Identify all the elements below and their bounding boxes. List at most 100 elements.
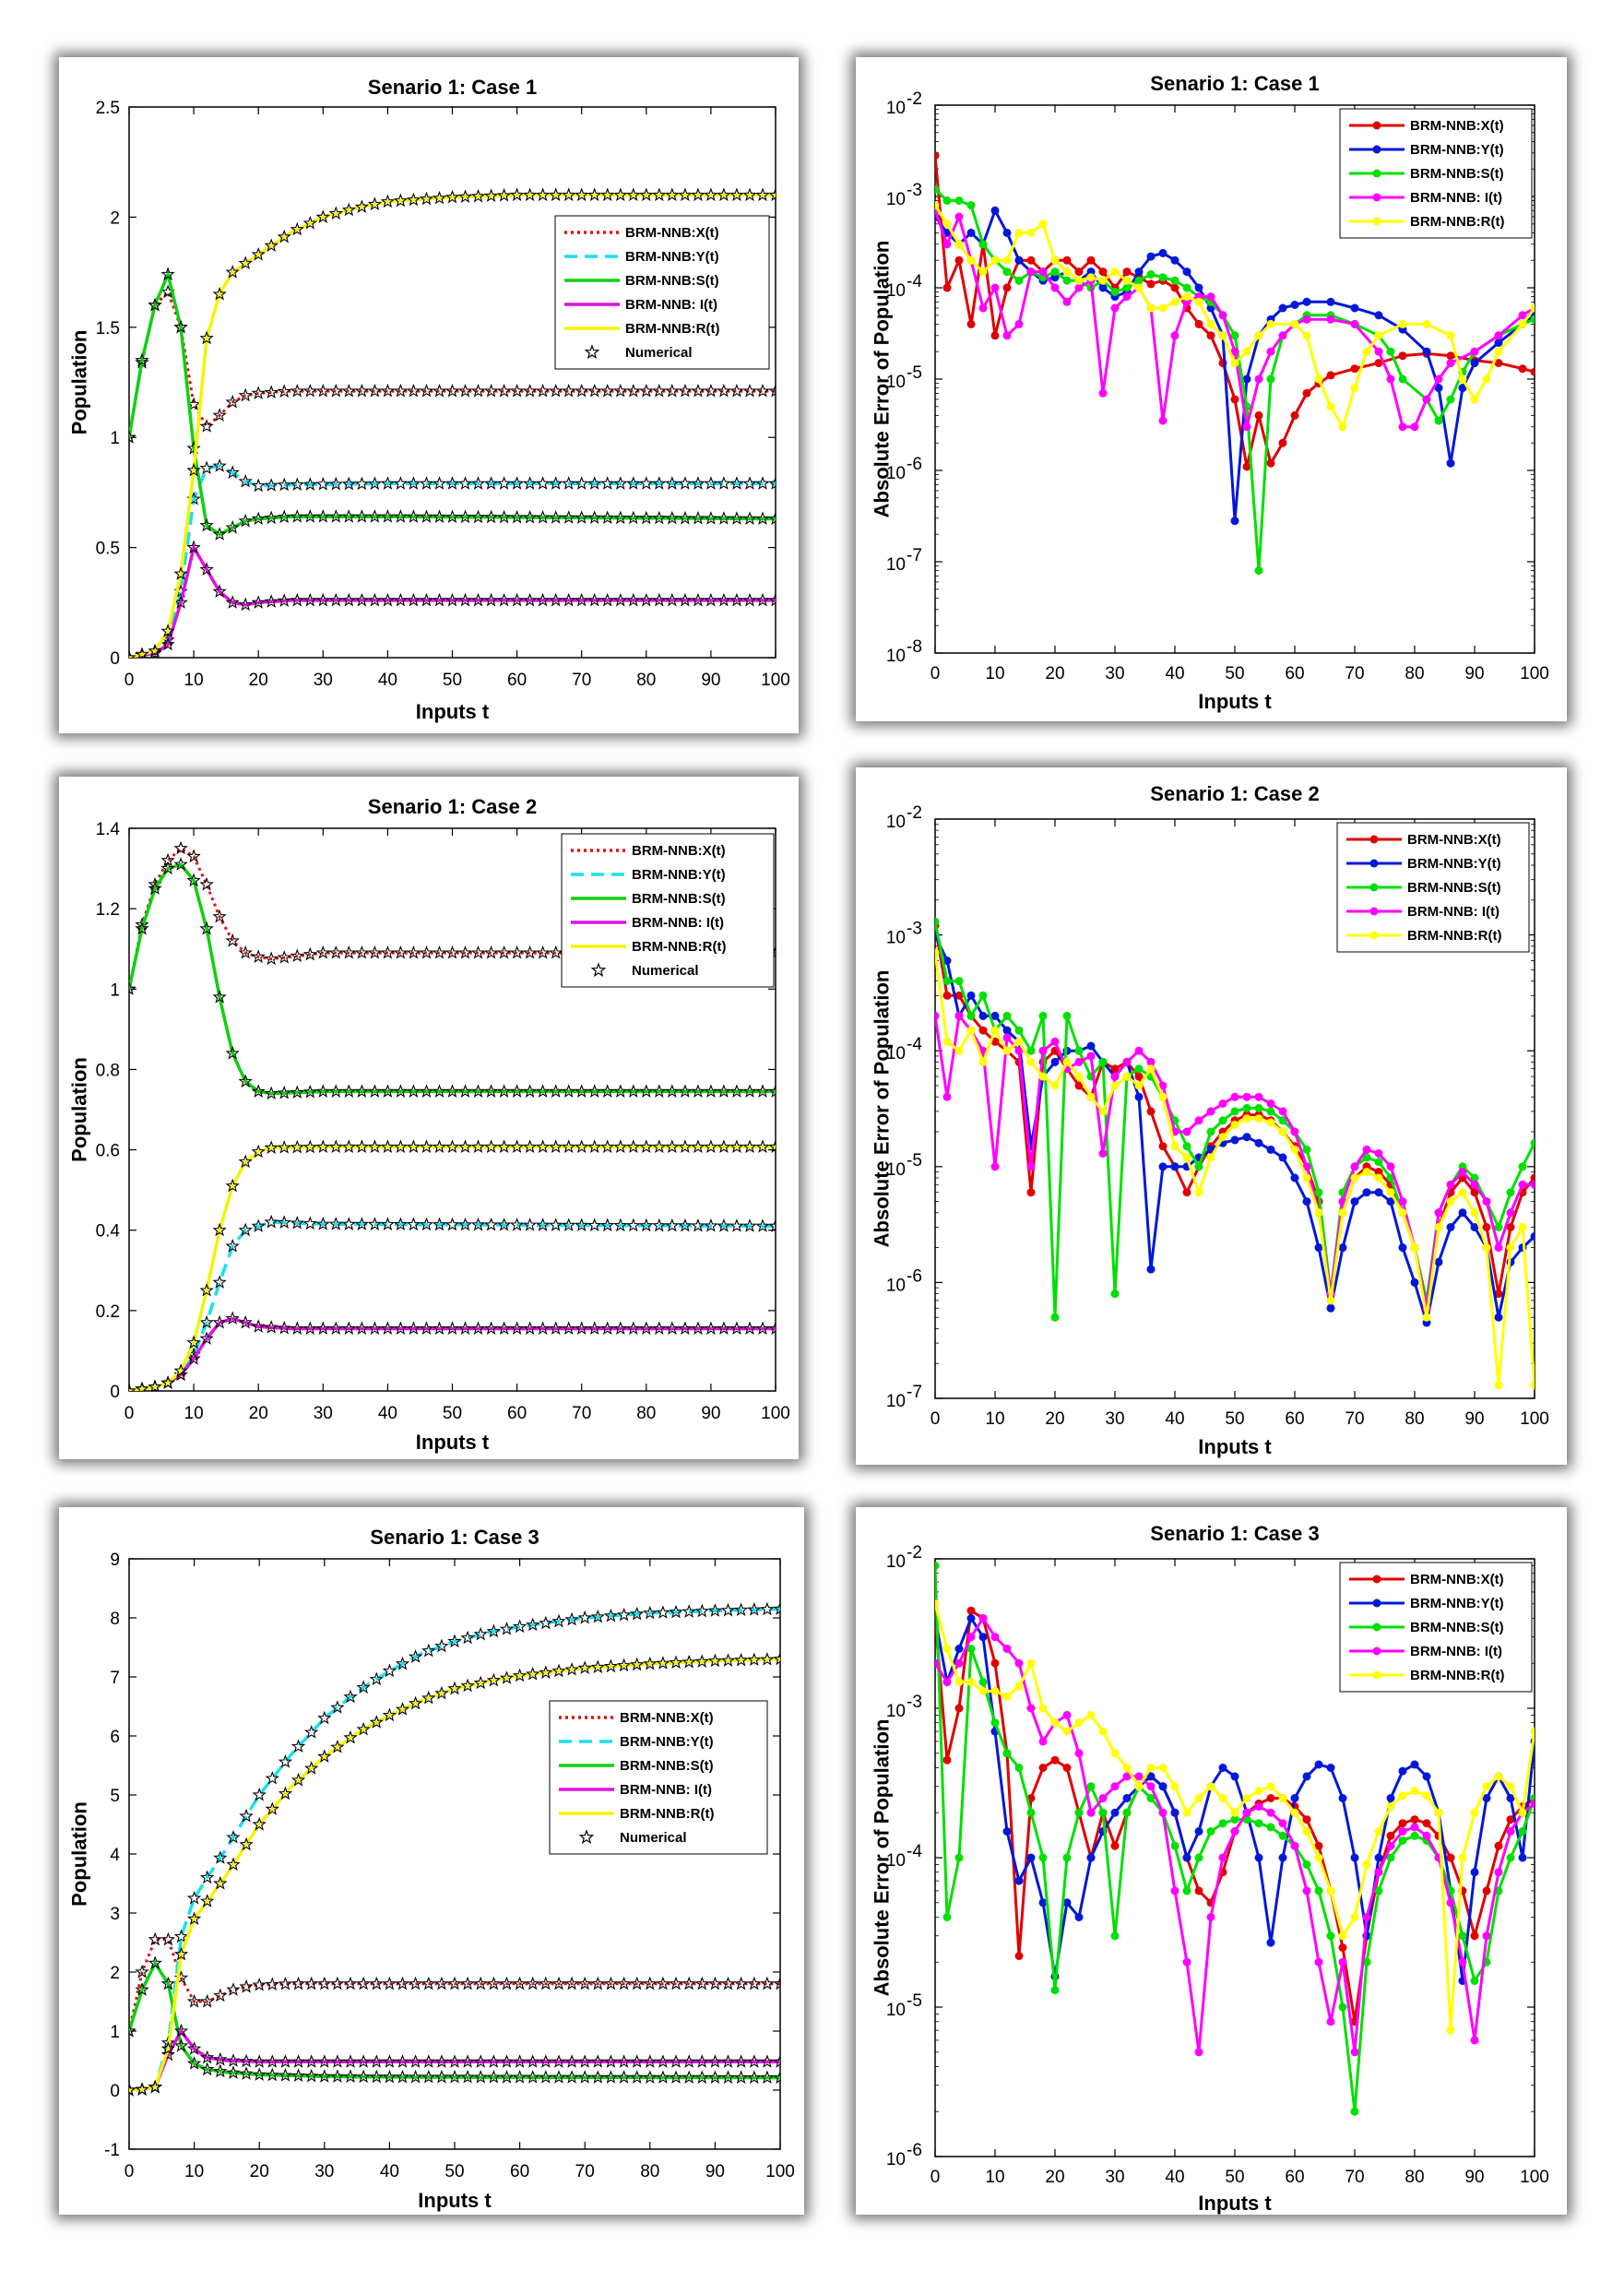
series-point-errr bbox=[966, 256, 976, 265]
series-line-y bbox=[129, 1220, 776, 1391]
numerical-marker-s bbox=[367, 1084, 383, 1098]
series-point-erry bbox=[942, 957, 952, 965]
y-tick-label: 1 bbox=[110, 2023, 120, 2042]
numerical-marker-r bbox=[432, 1139, 447, 1154]
numerical-marker-x bbox=[704, 384, 718, 398]
series-point-erri bbox=[1446, 359, 1455, 368]
numerical-marker-x bbox=[760, 1976, 775, 1991]
numerical-marker-y bbox=[290, 1739, 306, 1753]
numerical-marker-s bbox=[148, 881, 162, 895]
series-point-errr bbox=[1302, 1827, 1311, 1836]
series-point-errx bbox=[1338, 1943, 1347, 1952]
numerical-marker-r bbox=[669, 1655, 683, 1670]
legend-label: BRM-NNB:X(t) bbox=[1407, 832, 1501, 848]
series-point-erri bbox=[1470, 1180, 1479, 1189]
numerical-marker-i bbox=[483, 1321, 499, 1335]
numerical-marker-i bbox=[278, 2054, 293, 2068]
series-point-erry bbox=[1110, 1808, 1120, 1817]
numerical-marker-s bbox=[356, 2069, 371, 2084]
series-point-errr bbox=[1170, 1782, 1179, 1791]
series-point-errr bbox=[1518, 1223, 1527, 1231]
x-tick-label: 100 bbox=[761, 671, 790, 690]
numerical-marker-x bbox=[341, 384, 356, 398]
numerical-marker-r bbox=[251, 1144, 266, 1159]
series-point-erri bbox=[1074, 283, 1084, 292]
series-point-errs bbox=[1206, 1127, 1215, 1136]
series-point-erri bbox=[942, 1678, 952, 1686]
series-point-errr bbox=[1338, 422, 1347, 432]
numerical-marker-y bbox=[470, 1217, 486, 1231]
numerical-marker-r bbox=[747, 1652, 762, 1667]
numerical-marker-r bbox=[678, 1139, 693, 1154]
numerical-marker-y bbox=[509, 476, 525, 490]
series-line-i bbox=[129, 2027, 780, 2092]
numerical-marker-y bbox=[616, 1607, 632, 1622]
series-point-erry bbox=[1278, 1153, 1287, 1162]
numerical-marker-i bbox=[380, 592, 396, 607]
chart-title: Senario 1: Case 2 bbox=[368, 795, 537, 818]
series-point-errs bbox=[954, 977, 964, 986]
numerical-marker-y bbox=[483, 1217, 499, 1231]
y-tick-base: 10 bbox=[886, 1276, 906, 1295]
numerical-marker-s bbox=[239, 2066, 254, 2080]
series-point-errr bbox=[1182, 1808, 1191, 1817]
series-point-erri bbox=[1326, 2017, 1335, 2026]
y-tick-label: 0 bbox=[110, 2082, 120, 2101]
numerical-marker-i bbox=[173, 595, 188, 609]
x-tick-label: 20 bbox=[250, 2162, 269, 2181]
numerical-marker-s bbox=[773, 2070, 780, 2085]
series-point-erry bbox=[1470, 1223, 1479, 1231]
y-tick-base: 10 bbox=[886, 464, 906, 483]
numerical-marker-i bbox=[773, 2054, 780, 2068]
series-point-errr bbox=[1314, 374, 1323, 384]
numerical-marker-x bbox=[747, 1976, 762, 1991]
series-point-erri bbox=[1170, 1886, 1179, 1896]
numerical-marker-i bbox=[367, 1321, 383, 1335]
numerical-marker-y bbox=[652, 476, 667, 490]
series-point-erry bbox=[966, 1614, 976, 1622]
series-point-errs bbox=[1182, 1886, 1191, 1896]
series-point-errs bbox=[1410, 1831, 1419, 1840]
y-tick-label: 3 bbox=[110, 1905, 120, 1924]
legend-label: BRM-NNB:R(t) bbox=[1407, 928, 1501, 944]
numerical-marker-i bbox=[616, 2054, 632, 2068]
legend-label: BRM-NNB:X(t) bbox=[625, 225, 719, 241]
x-tick-label: 0 bbox=[124, 1404, 135, 1423]
numerical-marker-r bbox=[369, 1715, 385, 1729]
numerical-marker-i bbox=[160, 2047, 175, 2062]
y-tick-label: 0 bbox=[110, 649, 120, 669]
numerical-marker-i bbox=[626, 592, 641, 607]
series-point-errr bbox=[1146, 303, 1156, 313]
numerical-marker-i bbox=[302, 1321, 318, 1335]
numerical-marker-r bbox=[682, 1654, 696, 1669]
y-tick-base: 10 bbox=[886, 281, 906, 301]
numerical-marker-r bbox=[551, 1663, 566, 1678]
series-point-errs bbox=[1038, 1853, 1048, 1862]
series-point-errr bbox=[1362, 347, 1371, 356]
numerical-marker-s bbox=[238, 513, 253, 528]
series-line-s bbox=[129, 1959, 780, 2080]
series-point-errs bbox=[1506, 1853, 1515, 1862]
numerical-marker-s bbox=[409, 2069, 423, 2084]
series-point-errx bbox=[1530, 367, 1535, 376]
numerical-marker-i bbox=[639, 592, 654, 607]
series-point-errr bbox=[1530, 1727, 1535, 1736]
numerical-marker-r bbox=[290, 221, 304, 236]
series-point-erri bbox=[1482, 1931, 1491, 1941]
series-point-errr bbox=[1110, 267, 1120, 277]
numerical-marker-r bbox=[432, 190, 447, 205]
legend-marker-errs bbox=[1372, 169, 1381, 178]
series-point-errr bbox=[1242, 347, 1251, 356]
series-point-erry bbox=[1458, 384, 1467, 393]
numerical-marker-i bbox=[665, 592, 680, 607]
numerical-marker-x bbox=[551, 1976, 566, 1991]
numerical-marker-x bbox=[277, 950, 291, 964]
series-line-y bbox=[129, 464, 776, 658]
series-point-errx bbox=[1062, 1764, 1072, 1772]
series-point-erry bbox=[1290, 1794, 1299, 1802]
numerical-marker-x bbox=[626, 384, 641, 398]
series-point-errr bbox=[1326, 1886, 1335, 1896]
numerical-marker-y bbox=[212, 1275, 227, 1289]
numerical-marker-r bbox=[317, 1749, 332, 1763]
numerical-marker-s bbox=[135, 352, 149, 367]
